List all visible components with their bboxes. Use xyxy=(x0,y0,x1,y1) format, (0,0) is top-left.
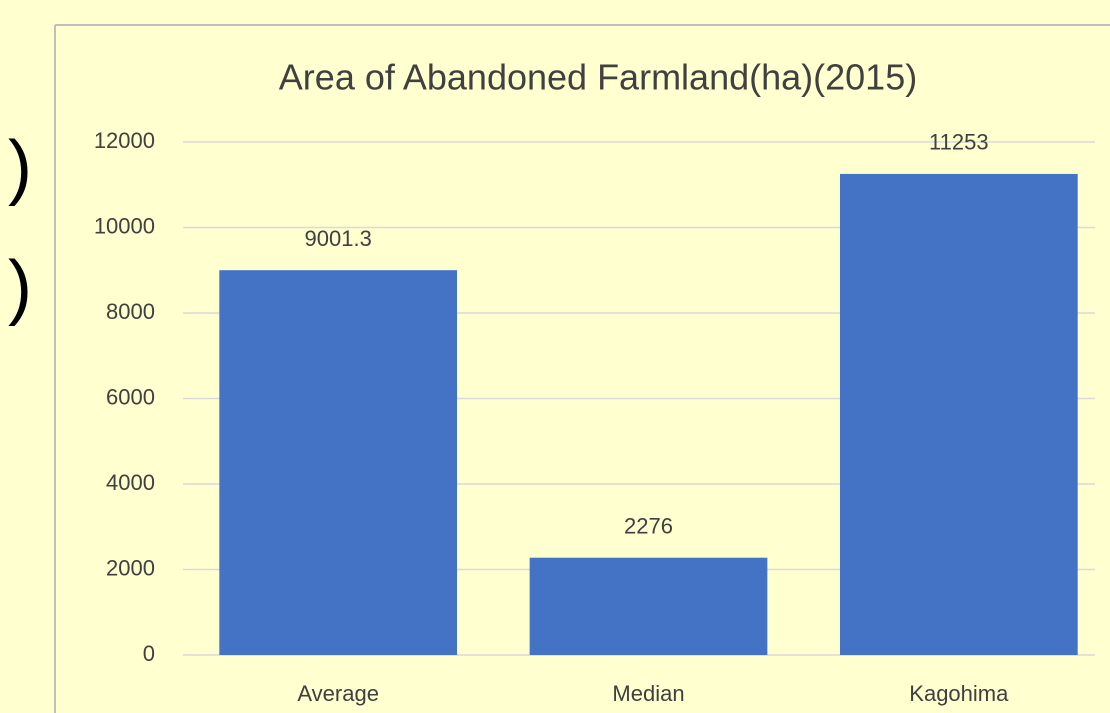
slide-text: ) xyxy=(8,247,32,327)
y-tick-label: 2000 xyxy=(106,555,155,580)
slide-text: ) xyxy=(8,127,32,207)
y-tick-label: 6000 xyxy=(106,384,155,409)
bar xyxy=(839,173,1078,655)
data-label: 11253 xyxy=(929,130,989,155)
bar xyxy=(219,270,458,655)
y-tick-label: 10000 xyxy=(94,213,155,238)
bar xyxy=(529,557,768,655)
data-label: 9001.3 xyxy=(305,226,372,251)
y-tick-label: 12000 xyxy=(94,128,155,153)
y-tick-label: 4000 xyxy=(106,470,155,495)
chart-title: Area of Abandoned Farmland(ha)(2015) xyxy=(279,57,917,98)
x-tick-label: Median xyxy=(612,681,684,706)
y-tick-label: 8000 xyxy=(106,299,155,324)
x-tick-label: Average xyxy=(297,681,379,706)
y-tick-label: 0 xyxy=(143,641,155,666)
data-label: 2276 xyxy=(624,514,673,539)
x-tick-label: Kagohima xyxy=(909,681,1009,706)
